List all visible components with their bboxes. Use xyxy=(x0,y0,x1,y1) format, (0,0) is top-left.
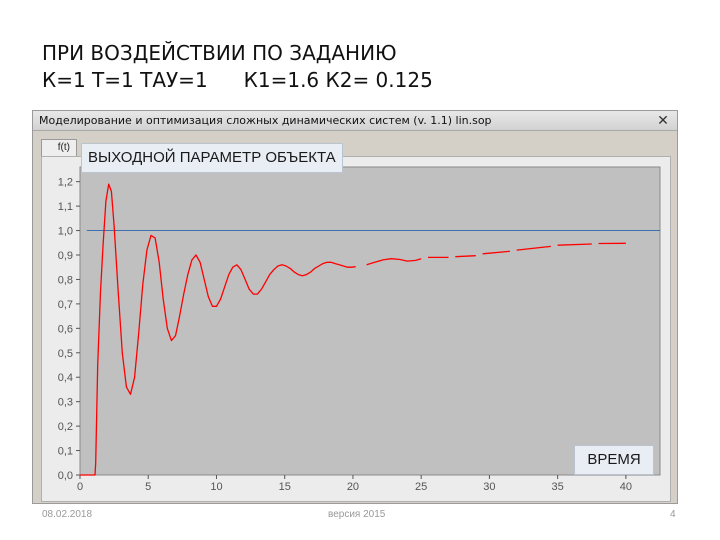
close-icon[interactable]: ✕ xyxy=(657,112,669,128)
y-tick-label: 1,2 xyxy=(58,177,73,189)
x-tick-label: 10 xyxy=(210,481,222,493)
series-line xyxy=(482,250,510,255)
x-axis-label: ВРЕМЯ xyxy=(574,445,654,475)
series-line xyxy=(557,243,592,246)
x-tick-label: 0 xyxy=(77,481,83,493)
chart-svg: 0,00,10,20,30,40,50,60,70,80,91,01,11,2 … xyxy=(58,166,661,493)
y-tick-label: 0,1 xyxy=(58,446,73,458)
series-line xyxy=(366,258,422,266)
page-number: 4 xyxy=(670,509,676,520)
x-tick-label: 40 xyxy=(620,481,632,493)
plot-area xyxy=(79,166,661,476)
x-tick-label: 20 xyxy=(347,481,359,493)
y-tick-label: 0,0 xyxy=(58,470,73,482)
y-tick-label: 1,0 xyxy=(58,226,73,238)
series-line xyxy=(516,245,551,251)
series-group xyxy=(80,183,626,476)
y-tick-label: 0,2 xyxy=(58,421,73,433)
window-title: Моделирование и оптимизация сложных дина… xyxy=(39,114,492,127)
tab-f-t[interactable]: f(t) xyxy=(41,139,77,157)
x-tick-label: 25 xyxy=(415,481,427,493)
slide-title-params-b: К1=1.6 К2= 0.125 xyxy=(243,68,433,92)
series-line xyxy=(80,183,356,476)
slide-title-line2: К=1 Т=1 ТАУ=1 К1=1.6 К2= 0.125 xyxy=(42,67,433,94)
footer-version: версия 2015 xyxy=(328,509,386,520)
y-tick-label: 0,7 xyxy=(58,299,73,311)
y-tick-label: 0,4 xyxy=(58,372,73,384)
x-axis: 0 5 10 15 20 25 30 35 40 xyxy=(77,475,632,493)
x-tick-label: 30 xyxy=(483,481,495,493)
x-tick-label: 35 xyxy=(552,481,564,493)
chart-panel: 0,0 0,1 0,2 0,3 0,4 0,5 0,6 0,7 0,8 0,9 1,0 1,1 1,2 … xyxy=(41,156,671,502)
x-tick-label: 15 xyxy=(279,481,291,493)
x-tick-label: 5 xyxy=(145,481,151,493)
y-tick-label: 1,1 xyxy=(58,201,73,213)
slide-title-line1: ПРИ ВОЗДЕЙСТВИИ ПО ЗАДАНИЮ xyxy=(42,41,397,65)
y-tick-label: 0,5 xyxy=(58,348,73,360)
window-titlebar[interactable]: Моделирование и оптимизация сложных дина… xyxy=(33,111,677,131)
y-tick-label: 0,8 xyxy=(58,274,73,286)
chart-title: ВЫХОДНОЙ ПАРАМЕТР ОБЪЕКТА xyxy=(81,143,343,173)
slide-title-params-a: К=1 Т=1 ТАУ=1 xyxy=(42,68,208,92)
y-axis: 0,0 0,1 0,2 0,3 0,4 0,5 0,6 0,7 0,8 0,9 1,0 1,1 1,2 xyxy=(58,177,80,482)
slide-title: ПРИ ВОЗДЕЙСТВИИ ПО ЗАДАНИЮ К=1 Т=1 ТАУ=1… xyxy=(42,40,433,94)
y-tick-label: 0,6 xyxy=(58,323,73,335)
footer-date: 08.02.2018 xyxy=(42,509,93,520)
app-window: Моделирование и оптимизация сложных дина… xyxy=(32,110,678,504)
y-tick-label: 0,9 xyxy=(58,250,73,262)
y-tick-label: 0,3 xyxy=(58,397,73,409)
series-line xyxy=(455,255,476,258)
